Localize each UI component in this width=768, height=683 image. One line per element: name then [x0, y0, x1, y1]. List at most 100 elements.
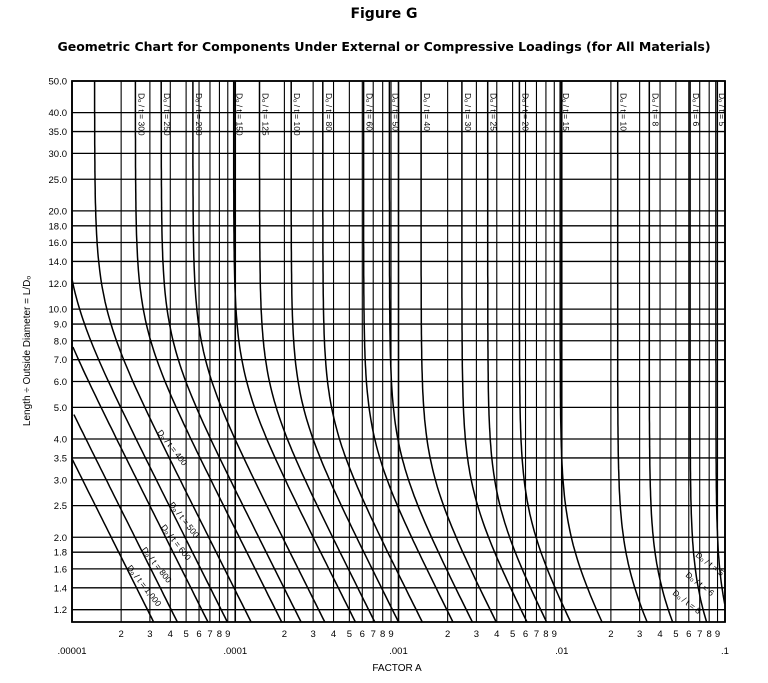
series-label: Dₒ / t = 250 [162, 93, 172, 136]
y-tick-label: 5.0 [54, 403, 67, 414]
x-minor-tick-label: 2 [445, 629, 450, 640]
x-minor-tick-label: 4 [657, 629, 662, 640]
x-minor-tick-label: 9 [715, 629, 720, 640]
series-label: Dₒ / t = 200 [194, 93, 204, 136]
y-tick-label: 6.0 [54, 377, 67, 388]
x-minor-tick-label: 4 [331, 629, 336, 640]
chart-title: Geometric Chart for Components Under Ext… [57, 39, 711, 54]
y-tick-label: 12.0 [49, 279, 68, 290]
series-line-200 [192, 81, 326, 623]
series-line-25 [486, 81, 548, 623]
series-line-500 [71, 279, 228, 623]
x-axis-label: FACTOR A [372, 663, 422, 674]
y-tick-label: 20.0 [49, 206, 68, 217]
x-minor-tick-label: 4 [168, 629, 173, 640]
series-line-600 [72, 346, 209, 623]
x-minor-tick-label: 7 [207, 629, 212, 640]
y-tick-label: 7.0 [54, 355, 67, 366]
series-line-125 [258, 81, 376, 623]
y-tick-label: 1.2 [54, 605, 67, 616]
x-minor-tick-label: 8 [217, 629, 222, 640]
x-minor-tick-label: 3 [637, 629, 642, 640]
x-minor-tick-label: 2 [118, 629, 123, 640]
x-minor-tick-label: 5 [673, 629, 678, 640]
y-tick-label: 1.8 [54, 548, 67, 559]
series-line-20 [518, 81, 572, 623]
y-tick-label: 10.0 [49, 305, 68, 316]
series-label: Dₒ / t = 20 [520, 93, 530, 131]
y-tick-label: 16.0 [49, 238, 68, 249]
plot-frame [71, 80, 726, 623]
y-tick-label: 1.4 [54, 583, 67, 594]
series-line-6 [689, 81, 708, 623]
series-label: Dₒ / t = 25 [489, 93, 499, 131]
x-decade-tick-label: .0001 [223, 646, 247, 657]
x-minor-tick-label: 3 [310, 629, 315, 640]
x-minor-tick-label: 2 [282, 629, 287, 640]
x-minor-tick-label: 3 [147, 629, 152, 640]
y-tick-label: 9.0 [54, 320, 67, 331]
series-label: Dₒ / t = 6 [691, 93, 701, 126]
y-tick-label: 1.6 [54, 564, 67, 575]
series-line-400 [93, 81, 252, 623]
series-line-10 [616, 81, 648, 623]
y-tick-label: 2.5 [54, 501, 67, 512]
x-minor-tick-label: 7 [371, 629, 376, 640]
x-minor-tick-label: 7 [534, 629, 539, 640]
y-tick-label: 18.0 [49, 221, 68, 232]
series-label: Dₒ / t = 80 [324, 93, 334, 131]
x-minor-tick-label: 9 [388, 629, 393, 640]
series-line-300 [134, 81, 283, 623]
series-label: Dₒ / t = 50 [390, 93, 400, 131]
y-tick-label: 2.0 [54, 533, 67, 544]
series-line-800 [73, 414, 179, 623]
bottom-right-series-label: Dₒ / t = 5 [694, 550, 727, 578]
series-line-5 [715, 81, 726, 605]
series-label: Dₒ / t = 300 [136, 93, 146, 136]
y-tick-label: 30.0 [49, 149, 68, 160]
x-minor-tick-label: 9 [552, 629, 557, 640]
x-minor-tick-label: 6 [360, 629, 365, 640]
y-tick-label: 4.0 [54, 435, 67, 446]
y-tick-label: 35.0 [49, 127, 68, 138]
series-line-30 [461, 81, 528, 623]
series-label: Dₒ / t = 60 [365, 93, 375, 131]
series-line-1000 [71, 459, 155, 623]
series-line-15 [559, 81, 603, 623]
x-minor-tick-label: 4 [494, 629, 499, 640]
series-label: Dₒ / t = 125 [261, 93, 271, 136]
y-axis-label: Length ÷ Outside Diameter = L/Dₒ [22, 276, 33, 426]
series-line-8 [648, 81, 674, 623]
x-decade-tick-label: .1 [721, 646, 729, 657]
x-minor-tick-label: 6 [686, 629, 691, 640]
series-line-80 [322, 81, 423, 623]
x-minor-tick-label: 5 [183, 629, 188, 640]
x-decade-tick-label: .00001 [57, 646, 86, 657]
x-minor-tick-label: 6 [196, 629, 201, 640]
series-label: Dₒ / t = 400 [155, 428, 189, 468]
x-minor-tick-label: 7 [697, 629, 702, 640]
series-line-50 [388, 81, 474, 623]
series-label: Dₒ / t = 5 [717, 93, 727, 126]
series-label: Dₒ / t = 30 [463, 93, 473, 131]
series-label: Dₒ / t = 40 [422, 93, 432, 131]
y-tick-label: 50.0 [49, 77, 68, 88]
x-decade-tick-label: .001 [389, 646, 408, 657]
y-tick-label: 3.5 [54, 453, 67, 464]
y-tick-label: 25.0 [49, 175, 68, 186]
series-line-100 [290, 81, 400, 623]
x-minor-tick-label: 6 [523, 629, 528, 640]
x-minor-tick-label: 5 [510, 629, 515, 640]
series-label: Dₒ / t = 15 [561, 93, 571, 131]
x-minor-tick-label: 3 [474, 629, 479, 640]
x-minor-tick-label: 5 [347, 629, 352, 640]
series-line-150 [232, 81, 357, 623]
x-decade-tick-label: .01 [555, 646, 568, 657]
series-label: Dₒ / t = 8 [650, 93, 660, 126]
series-line-250 [160, 81, 302, 623]
series-line-60 [362, 81, 454, 623]
series-label: Dₒ / t = 100 [292, 93, 302, 136]
y-tick-label: 8.0 [54, 336, 67, 347]
figure-label: Figure G [350, 6, 418, 22]
series-label: Dₒ / t = 150 [235, 93, 245, 136]
